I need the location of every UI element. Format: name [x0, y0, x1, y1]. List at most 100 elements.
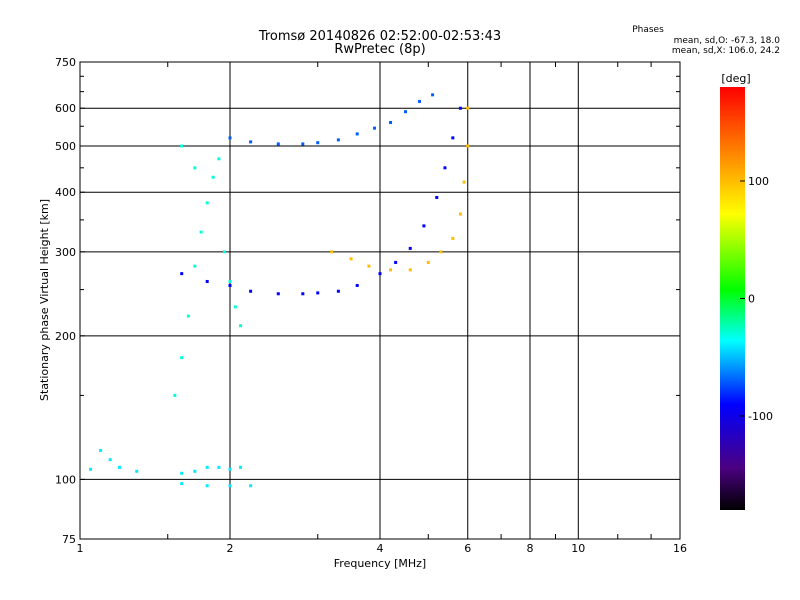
data-point [173, 393, 177, 397]
data-point [180, 471, 184, 475]
data-point [228, 484, 232, 488]
data-point [408, 268, 412, 272]
x-tick-label: 10 [571, 542, 585, 555]
data-point [336, 138, 340, 142]
data-point [117, 465, 121, 469]
data-point [180, 144, 184, 148]
colorbar-tick-label: -100 [748, 410, 773, 423]
data-point [233, 305, 237, 309]
data-point [193, 264, 197, 268]
data-point [439, 250, 443, 254]
data-point [355, 283, 359, 287]
data-point [135, 469, 139, 473]
data-point [389, 268, 393, 272]
data-point [199, 230, 203, 234]
data-point [205, 484, 209, 488]
data-point [205, 465, 209, 469]
data-point [451, 236, 455, 240]
data-point [249, 484, 253, 488]
data-point [217, 465, 221, 469]
y-tick-label: 75 [62, 533, 76, 546]
data-point [378, 272, 382, 276]
data-point [205, 201, 209, 205]
phase-o-stats: mean, sd,O: -67.3, 18.0 [674, 36, 781, 46]
chart-title: Tromsø 20140826 02:52:00-02:53:43 [258, 29, 501, 44]
data-point [349, 257, 353, 261]
data-point [228, 283, 232, 287]
data-point [336, 289, 340, 293]
data-point [180, 356, 184, 360]
data-point [443, 166, 447, 170]
data-point [89, 467, 93, 471]
data-point [228, 136, 232, 140]
data-point [316, 291, 320, 295]
x-axis-ticks: 1 2 4 6 8 10 16 [77, 62, 687, 555]
colorbar-tick-label: 100 [748, 175, 769, 188]
colorbar-tick-label: 0 [748, 293, 755, 306]
x-tick-label: 16 [673, 542, 687, 555]
data-point [431, 93, 435, 97]
data-point [276, 142, 280, 146]
data-point [193, 166, 197, 170]
data-point [301, 292, 305, 296]
colorbar-unit: [deg] [721, 72, 750, 85]
points-layer [89, 93, 470, 488]
data-point [108, 458, 112, 462]
data-point [316, 141, 320, 145]
plot-frame [79, 61, 681, 540]
y-tick-label: 100 [55, 473, 76, 486]
chart-subtitle: RwPretec (8p) [334, 42, 425, 57]
x-tick-label: 8 [527, 542, 534, 555]
data-point [186, 314, 190, 318]
data-point [99, 448, 103, 452]
y-axis-label: Stationary phase Virtual Height [km] [38, 199, 51, 401]
data-point [422, 224, 426, 228]
data-point [180, 482, 184, 486]
data-point [223, 250, 227, 254]
grid-layer [80, 62, 680, 539]
data-point [211, 175, 215, 179]
y-tick-label: 200 [55, 330, 76, 343]
data-point [458, 212, 462, 216]
phase-heading: Phases [632, 25, 664, 35]
data-point [389, 121, 393, 125]
data-point [239, 465, 243, 469]
data-point [217, 157, 221, 161]
x-axis-label: Frequency [MHz] [334, 557, 426, 570]
data-point [435, 195, 439, 199]
data-point [466, 106, 470, 110]
x-tick-label: 1 [77, 542, 84, 555]
data-point [249, 289, 253, 293]
y-tick-label: 400 [55, 186, 76, 199]
data-point [330, 250, 334, 254]
data-point [355, 132, 359, 136]
data-point [180, 272, 184, 276]
x-tick-label: 6 [464, 542, 471, 555]
data-point [249, 140, 253, 144]
data-point [408, 246, 412, 250]
data-point [466, 144, 470, 148]
data-point [394, 260, 398, 264]
data-point [403, 110, 407, 114]
data-point [205, 279, 209, 283]
data-point [276, 292, 280, 296]
y-tick-label: 500 [55, 140, 76, 153]
data-point [458, 106, 462, 110]
y-tick-label: 600 [55, 102, 76, 115]
data-point [228, 279, 232, 283]
y-tick-label: 300 [55, 246, 76, 259]
data-point [228, 467, 232, 471]
data-point [301, 142, 305, 146]
x-tick-label: 2 [227, 542, 234, 555]
data-point [426, 260, 430, 264]
data-point [239, 324, 243, 328]
data-point [193, 469, 197, 473]
data-point [462, 180, 466, 184]
data-point [451, 136, 455, 140]
data-point [373, 126, 377, 130]
colorbar-ticks: 100 0 -100 [740, 175, 773, 423]
y-tick-label: 750 [55, 56, 76, 69]
data-point [417, 99, 421, 103]
phase-x-stats: mean, sd,X: 106.0, 24.2 [672, 46, 780, 56]
